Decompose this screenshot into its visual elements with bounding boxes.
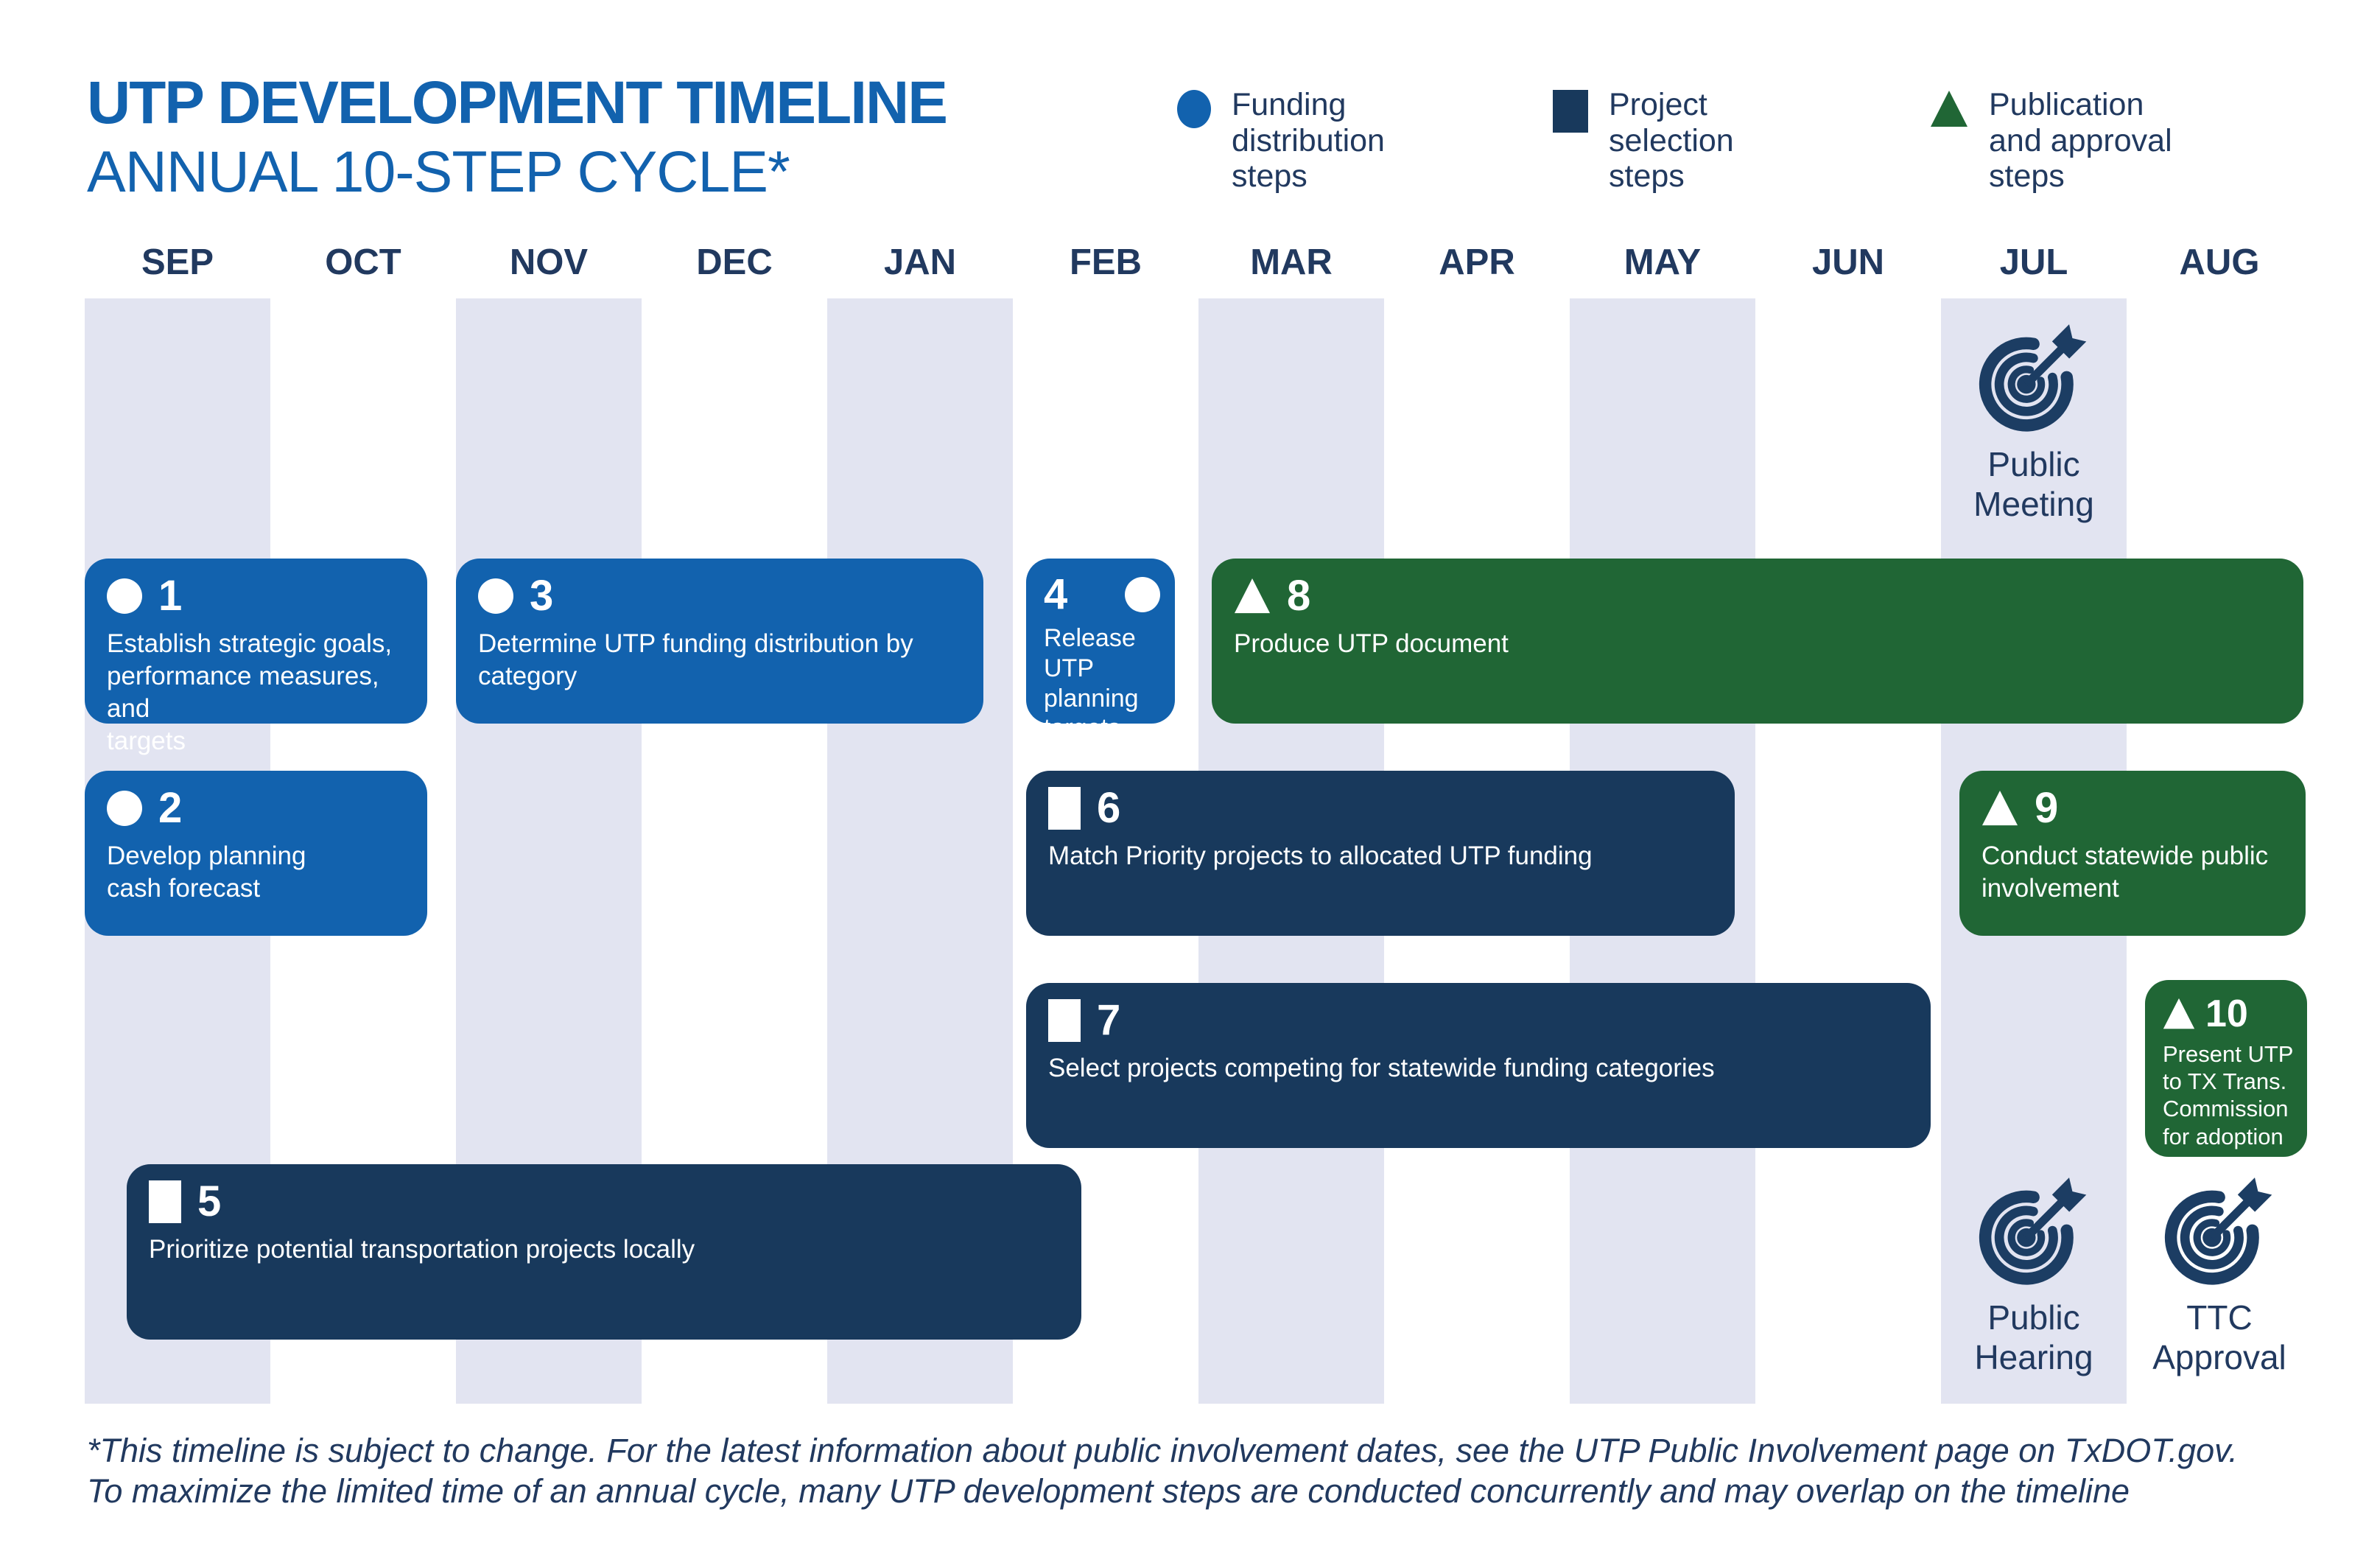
step-number: 4 — [1044, 570, 1068, 618]
footnote: *This timeline is subject to change. For… — [87, 1431, 2238, 1512]
funding-circle-badge-icon — [1125, 577, 1160, 612]
step-header: 10 — [2145, 980, 2307, 1033]
step-box-9: 9 Conduct statewide public involvement — [1959, 771, 2306, 936]
publication-triangle-badge-icon — [1234, 578, 1271, 614]
title-line2: ANNUAL 10-STEP CYCLE* — [87, 139, 790, 205]
funding-circle-badge-icon — [107, 578, 142, 614]
month-label-dec: DEC — [696, 242, 773, 282]
publication-triangle-icon — [1931, 91, 1967, 127]
step-number: 5 — [197, 1177, 222, 1225]
month-label-nov: NOV — [509, 242, 589, 282]
milestone-ttc-approval: TTC Approval — [2127, 1176, 2312, 1378]
month-label-may: MAY — [1623, 242, 1702, 282]
step-box-10: 10 Present UTP to TX Trans. Commission f… — [2145, 980, 2307, 1157]
month-label-aug: AUG — [2179, 242, 2260, 282]
step-box-5: 5 Prioritize potential transportation pr… — [127, 1164, 1081, 1340]
bullseye-arrow-icon — [2163, 1176, 2275, 1288]
step-box-3: 3 Determine UTP funding distribution by … — [456, 559, 983, 724]
step-text: Produce UTP document — [1234, 629, 1509, 658]
step-box-4: 4 Release UTP planning targets — [1026, 559, 1175, 742]
funding-circle-icon — [1177, 90, 1211, 128]
step-number: 6 — [1097, 784, 1121, 832]
step-text: Match Priority projects to allocated UTP… — [1048, 841, 1593, 870]
title-line1: UTP DEVELOPMENT TIMELINE — [87, 69, 948, 136]
month-label-apr: APR — [1439, 242, 1515, 282]
month-label-sep: SEP — [141, 242, 214, 282]
step-box-7: 7 Select projects competing for statewid… — [1026, 983, 1931, 1148]
milestone-label: Public Hearing — [1974, 1298, 2093, 1377]
step-text: Determine UTP funding distribution by ca… — [478, 629, 913, 691]
legend-label: Publication and approval steps — [1989, 87, 2172, 195]
step-box-6: 6 Match Priority projects to allocated U… — [1026, 771, 1735, 936]
month-label-oct: OCT — [325, 242, 401, 282]
footnote-line2: To maximize the limited time of an annua… — [87, 1471, 2130, 1510]
step-number: 10 — [2205, 993, 2248, 1035]
selection-square-badge-icon — [1048, 999, 1081, 1042]
milestone-public-meeting: Public Meeting — [1941, 323, 2127, 525]
step-box-8: 8 Produce UTP document — [1212, 559, 2303, 724]
milestone-label: Public Meeting — [1973, 445, 2094, 524]
step-header: 3 — [456, 559, 983, 617]
milestone-public-hearing: Public Hearing — [1941, 1176, 2127, 1378]
legend-item-funding: Funding distribution steps — [1177, 87, 1385, 195]
step-text: Establish strategic goals, performance m… — [107, 629, 393, 756]
step-header: 1 — [85, 559, 427, 617]
publication-triangle-badge-icon — [1981, 790, 2018, 826]
selection-square-badge-icon — [1048, 787, 1081, 830]
step-number: 1 — [158, 572, 183, 620]
step-number: 9 — [2035, 784, 2059, 832]
step-header: 4 — [1026, 559, 1175, 616]
step-header: 9 — [1959, 771, 2306, 830]
funding-circle-badge-icon — [107, 791, 142, 826]
footnote-line1: *This timeline is subject to change. For… — [87, 1432, 2238, 1469]
step-header: 2 — [85, 771, 427, 830]
month-label-jun: JUN — [1811, 242, 1885, 282]
bullseye-arrow-icon — [1978, 323, 2090, 435]
step-text: Prioritize potential transportation proj… — [149, 1235, 695, 1264]
step-text: Present UTP to TX Trans. Commission for … — [2163, 1041, 2294, 1149]
step-box-1: 1 Establish strategic goals, performance… — [85, 559, 427, 755]
selection-square-icon — [1553, 90, 1588, 133]
publication-triangle-badge-icon — [2163, 998, 2195, 1029]
funding-circle-badge-icon — [478, 578, 513, 614]
step-number: 2 — [158, 784, 183, 832]
step-box-2: 2 Develop planning cash forecast — [85, 771, 427, 936]
legend-item-publication: Publication and approval steps — [1930, 87, 2172, 195]
step-text: Conduct statewide public involvement — [1981, 841, 2269, 903]
step-header: 6 — [1026, 771, 1735, 830]
bullseye-arrow-icon — [1978, 1176, 2090, 1288]
step-number: 7 — [1097, 996, 1121, 1044]
step-number: 8 — [1287, 572, 1311, 620]
legend-item-selection: Project selection steps — [1553, 87, 1734, 195]
step-header: 5 — [127, 1164, 1081, 1223]
step-header: 7 — [1026, 983, 1931, 1042]
month-label-jul: JUL — [1999, 242, 2068, 282]
step-header: 8 — [1212, 559, 2303, 617]
milestone-label: TTC Approval — [2152, 1298, 2286, 1377]
legend-label: Project selection steps — [1609, 87, 1734, 195]
step-text: Select projects competing for statewide … — [1048, 1054, 1715, 1082]
month-label-mar: MAR — [1250, 242, 1333, 282]
month-label-jan: JAN — [883, 242, 957, 282]
page-title: UTP DEVELOPMENT TIMELINE ANNUAL 10-STEP … — [87, 68, 948, 206]
step-text: Develop planning cash forecast — [107, 841, 306, 903]
step-number: 3 — [530, 572, 554, 620]
month-label-feb: FEB — [1070, 242, 1142, 282]
selection-square-badge-icon — [149, 1180, 181, 1223]
legend-label: Funding distribution steps — [1232, 87, 1385, 195]
step-text: Release UTP planning targets — [1044, 624, 1139, 743]
